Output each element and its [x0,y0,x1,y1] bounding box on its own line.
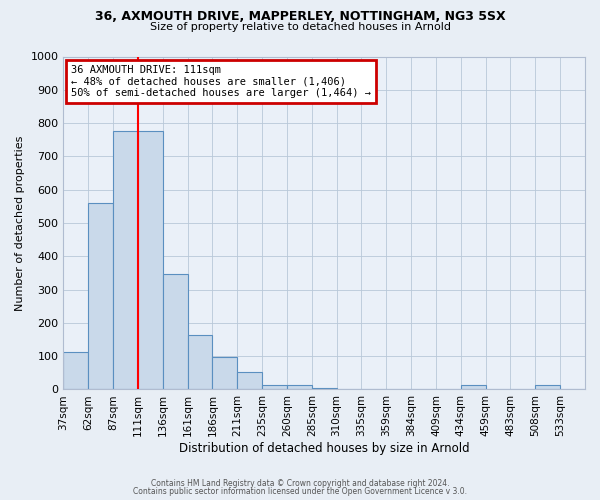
Text: Contains public sector information licensed under the Open Government Licence v : Contains public sector information licen… [133,487,467,496]
Text: Size of property relative to detached houses in Arnold: Size of property relative to detached ho… [149,22,451,32]
Bar [461,386,485,390]
Bar [113,132,138,390]
Bar [88,203,113,390]
X-axis label: Distribution of detached houses by size in Arnold: Distribution of detached houses by size … [179,442,470,455]
Bar [312,388,337,390]
Bar [188,334,212,390]
Text: 36, AXMOUTH DRIVE, MAPPERLEY, NOTTINGHAM, NG3 5SX: 36, AXMOUTH DRIVE, MAPPERLEY, NOTTINGHAM… [95,10,505,23]
Text: Contains HM Land Registry data © Crown copyright and database right 2024.: Contains HM Land Registry data © Crown c… [151,478,449,488]
Bar [138,132,163,390]
Y-axis label: Number of detached properties: Number of detached properties [15,136,25,310]
Bar [64,352,88,390]
Bar [212,357,237,390]
Bar [237,372,262,390]
Bar [262,385,287,390]
Bar [535,386,560,390]
Bar [163,274,188,390]
Text: 36 AXMOUTH DRIVE: 111sqm
← 48% of detached houses are smaller (1,406)
50% of sem: 36 AXMOUTH DRIVE: 111sqm ← 48% of detach… [71,65,371,98]
Bar [287,385,312,390]
